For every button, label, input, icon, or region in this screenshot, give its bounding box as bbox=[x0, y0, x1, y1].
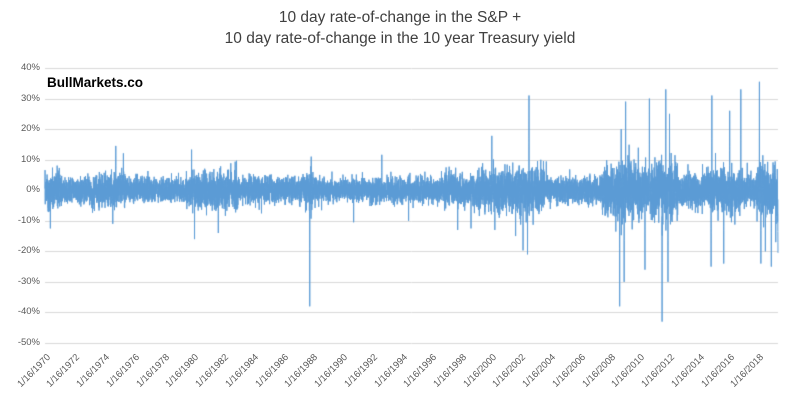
y-axis-tick-label: -20% bbox=[17, 245, 40, 257]
y-axis-tick-label: 0% bbox=[26, 184, 40, 196]
y-axis-tick-label: -40% bbox=[17, 306, 40, 318]
y-axis-tick-label: -10% bbox=[17, 214, 40, 226]
y-axis-tick-label: -50% bbox=[17, 337, 40, 348]
y-axis-tick-label: 20% bbox=[20, 123, 40, 135]
y-axis-tick-label: 30% bbox=[20, 92, 40, 104]
y-axis-tick-label: 40% bbox=[20, 62, 40, 73]
watermark-bullmarkets: BullMarkets.co bbox=[47, 75, 144, 90]
y-axis-tick-label: -30% bbox=[17, 275, 40, 287]
y-axis-tick-label: 10% bbox=[20, 153, 40, 165]
